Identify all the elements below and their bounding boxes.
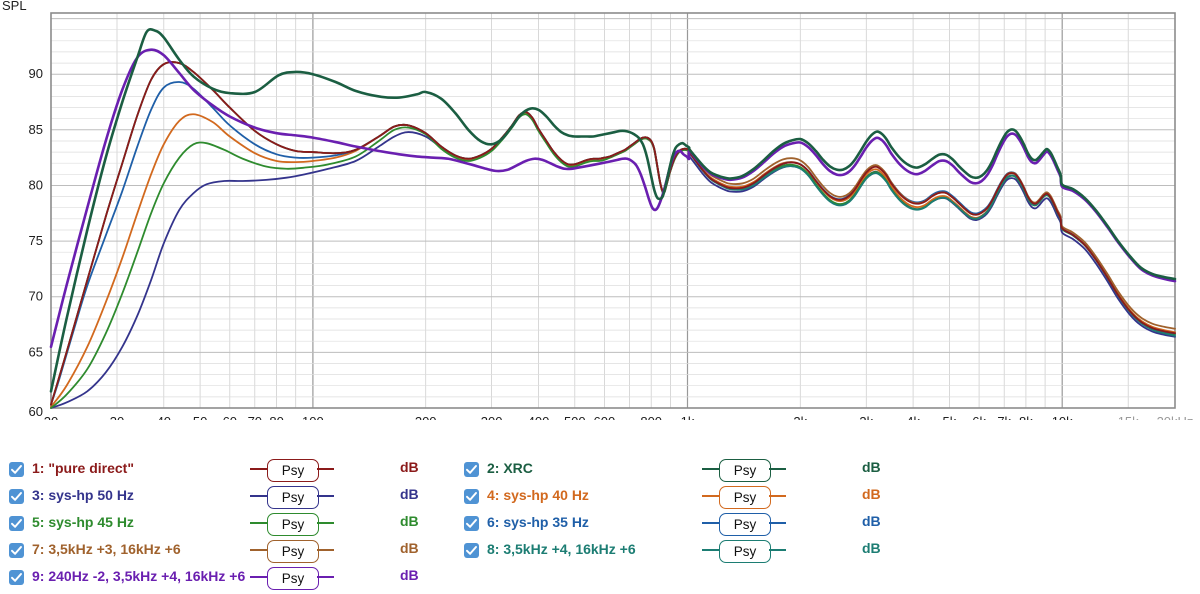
svg-text:20: 20 [44, 414, 58, 420]
svg-text:65: 65 [29, 344, 43, 359]
svg-text:SPL: SPL [2, 0, 27, 13]
svg-text:400: 400 [528, 414, 550, 420]
svg-text:6k: 6k [972, 414, 986, 420]
svg-text:4k: 4k [906, 414, 920, 420]
svg-text:7k: 7k [997, 414, 1011, 420]
svg-text:40: 40 [157, 414, 171, 420]
svg-text:80: 80 [29, 178, 43, 193]
svg-text:70: 70 [248, 414, 262, 420]
svg-text:8k: 8k [1019, 414, 1033, 420]
svg-text:20kHz: 20kHz [1157, 414, 1194, 420]
svg-text:200: 200 [415, 414, 437, 420]
svg-text:300: 300 [481, 414, 503, 420]
svg-text:100: 100 [302, 414, 324, 420]
svg-text:75: 75 [29, 233, 43, 248]
svg-text:80: 80 [269, 414, 283, 420]
svg-text:1k: 1k [681, 414, 695, 420]
svg-text:10k: 10k [1052, 414, 1073, 420]
svg-text:800: 800 [640, 414, 662, 420]
svg-text:60: 60 [29, 404, 43, 419]
svg-text:85: 85 [29, 122, 43, 137]
svg-text:3k: 3k [859, 414, 873, 420]
svg-text:60: 60 [223, 414, 237, 420]
svg-text:600: 600 [594, 414, 616, 420]
svg-text:90: 90 [29, 66, 43, 81]
svg-text:70: 70 [29, 289, 43, 304]
svg-text:15k: 15k [1118, 414, 1139, 420]
svg-text:2k: 2k [793, 414, 807, 420]
svg-text:50: 50 [193, 414, 207, 420]
svg-text:5k: 5k [943, 414, 957, 420]
svg-text:500: 500 [564, 414, 586, 420]
svg-text:30: 30 [110, 414, 124, 420]
